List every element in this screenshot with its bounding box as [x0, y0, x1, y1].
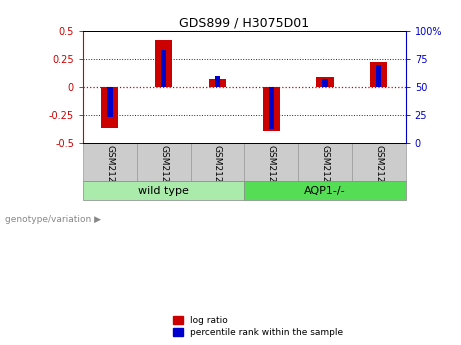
- Text: genotype/variation ▶: genotype/variation ▶: [5, 215, 100, 224]
- Text: GSM21279: GSM21279: [213, 145, 222, 194]
- Bar: [370, 62, 387, 87]
- Bar: [322, 79, 328, 87]
- Bar: [161, 50, 166, 87]
- Text: GSM21273: GSM21273: [320, 145, 330, 194]
- Bar: [298, 142, 352, 181]
- Bar: [352, 142, 406, 181]
- Bar: [268, 87, 274, 129]
- Title: GDS899 / H3075D01: GDS899 / H3075D01: [179, 17, 309, 30]
- Bar: [107, 87, 112, 117]
- Bar: [244, 142, 298, 181]
- Bar: [209, 79, 226, 87]
- Bar: [244, 181, 406, 200]
- Text: AQP1-/-: AQP1-/-: [304, 186, 346, 196]
- Bar: [155, 40, 172, 87]
- Text: GSM21282: GSM21282: [374, 145, 383, 194]
- Text: GSM21276: GSM21276: [159, 145, 168, 194]
- Bar: [376, 65, 381, 87]
- Text: GSM21270: GSM21270: [267, 145, 276, 194]
- Bar: [137, 142, 190, 181]
- Bar: [190, 142, 244, 181]
- Text: GSM21266: GSM21266: [106, 145, 114, 194]
- Legend: log ratio, percentile rank within the sample: log ratio, percentile rank within the sa…: [173, 316, 343, 337]
- Text: wild type: wild type: [138, 186, 189, 196]
- Bar: [316, 77, 334, 87]
- Bar: [101, 87, 118, 128]
- Bar: [83, 142, 137, 181]
- Bar: [263, 87, 280, 131]
- Bar: [215, 76, 220, 87]
- Bar: [83, 181, 244, 200]
